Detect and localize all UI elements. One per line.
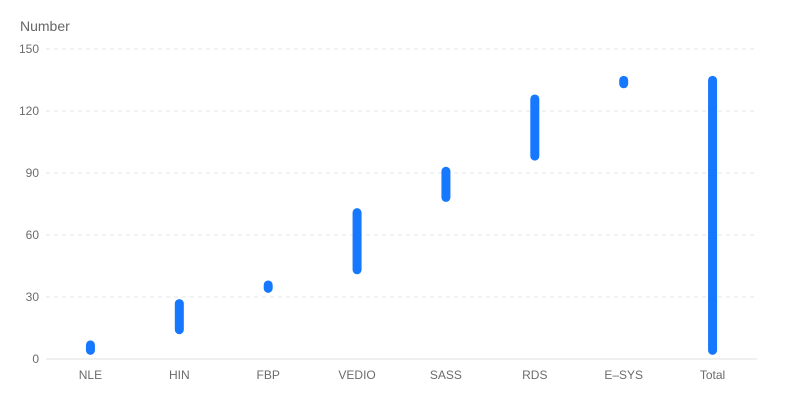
y-tick-label-30: 30 [26, 290, 40, 304]
y-tick-label-0: 0 [32, 352, 39, 366]
x-tick-label-e-sys: E–SYS [604, 368, 643, 382]
y-tick-labels: 0 30 60 90 120 150 [19, 42, 39, 366]
y-tick-label-150: 150 [19, 42, 39, 56]
bar-rds [530, 94, 540, 161]
x-tick-label-total: Total [700, 368, 725, 382]
x-tick-label-fbp: FBP [257, 368, 280, 382]
grid-layer [46, 48, 757, 360]
y-tick-label-120: 120 [19, 104, 39, 118]
y-axis-title: Number [20, 18, 70, 34]
x-tick-label-vedio: VEDIO [338, 368, 375, 382]
bar-total [708, 75, 718, 355]
bar-fbp [263, 280, 273, 293]
y-tick-label-90: 90 [26, 166, 40, 180]
x-tick-labels: NLE HIN FBP VEDIO SASS RDS E–SYS Total [79, 368, 725, 382]
bar-hin [174, 299, 184, 335]
bar-e-sys [619, 75, 629, 89]
bars-layer [85, 75, 718, 355]
x-tick-label-sass: SASS [430, 368, 462, 382]
x-tick-label-nle: NLE [79, 368, 102, 382]
bar-nle [85, 340, 95, 355]
x-tick-label-rds: RDS [522, 368, 547, 382]
bar-sass [441, 166, 451, 202]
x-tick-label-hin: HIN [169, 368, 190, 382]
bar-vedio [352, 208, 362, 275]
y-tick-label-60: 60 [26, 228, 40, 242]
